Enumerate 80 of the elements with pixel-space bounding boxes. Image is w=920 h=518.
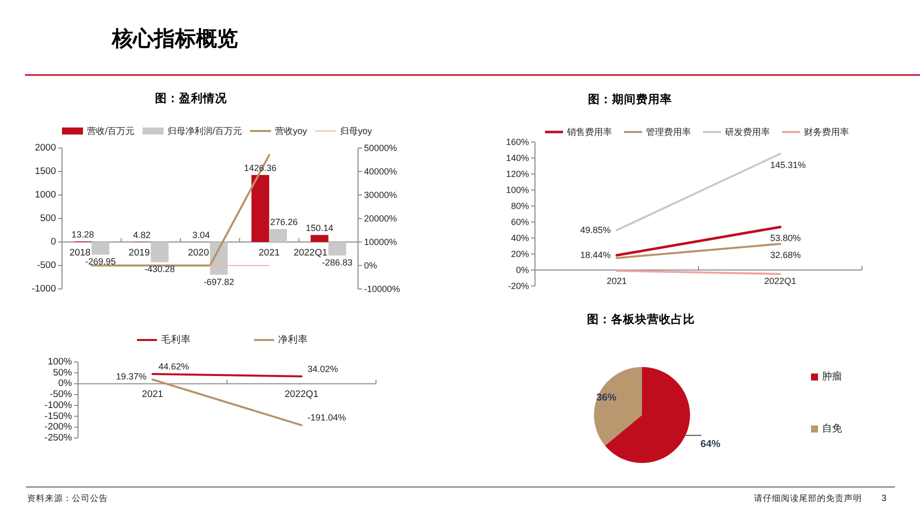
title: 图：期间费用率 [588,94,672,106]
y-tick-label: 500 [40,213,56,224]
legend-label: 自免 [822,424,842,434]
y-tick-label: -150% [44,410,72,422]
y-tick-label: -250% [44,432,72,444]
y2-tick-label: -10000% [364,284,400,294]
y2-tick-label: 10000% [364,237,398,247]
legend-label: 净利率 [278,334,308,346]
y-tick-label: 160% [506,137,529,147]
legend-label: 研发费用率 [725,127,770,137]
title: 图：盈利情况 [155,93,227,105]
y-tick-label: 1000 [34,190,56,200]
y-tick-label: 60% [510,217,529,227]
y2-tick-label: 50000% [364,143,398,153]
x-tick-label: 2022Q1 [284,389,318,400]
legend-label: 营收yoy [275,126,308,136]
legend-label: 归母yoy [340,126,372,136]
y-tick-label: 40% [510,233,529,243]
annotation: 3 [882,493,886,503]
x-tick-label: 2022Q1 [294,248,328,258]
y-tick-label: 0% [58,378,72,390]
data-label: 145.31% [770,160,806,170]
data-label: 36% [596,392,616,404]
data-label: 64% [700,438,720,450]
data-label: 18.44% [580,250,611,260]
y-tick-label: 120% [506,169,529,179]
title: 核心指标概览 [112,28,238,50]
legend-label: 管理费用率 [646,127,691,137]
annotation: 请仔细阅读尾部的免责声明 [754,493,862,503]
data-label: 4.82 [133,230,151,240]
x-tick-label: 2021 [258,248,280,258]
y-tick-label: -500 [36,260,56,271]
data-label: -697.82 [204,276,234,287]
y-tick-label: 20% [510,249,529,259]
data-label: 13.28 [71,229,94,240]
x-tick-label: 2021 [606,276,627,286]
legend-label: 归母净利润/百万元 [168,126,242,136]
y-tick-label: 2000 [34,142,56,154]
data-label: 3.04 [192,230,210,240]
data-label: 49.85% [580,225,611,236]
y-tick-label: 0 [50,236,56,248]
data-label: -430.28 [144,264,175,274]
y-tick-label: 50% [52,367,72,378]
data-label: 44.62% [158,362,190,372]
data-label: -286.83 [322,257,353,268]
y2-tick-label: 20000% [364,214,398,224]
x-tick-label: 2019 [128,248,150,258]
y-tick-label: 100% [48,356,72,368]
title: 图：各板块营收占比 [587,314,695,326]
x-tick-label: 2022Q1 [764,276,796,286]
legend-label: 毛利率 [161,334,191,346]
legend-label: 肿瘤 [822,372,842,382]
y-tick-label: 0% [516,265,529,275]
data-label: -191.04% [308,412,346,423]
data-label: 53.80% [770,232,801,243]
y2-tick-label: 30000% [364,190,398,200]
legend-label: 营收/百万元 [87,126,135,136]
y-tick-label: -20% [508,281,529,291]
y-tick-label: -200% [44,422,72,433]
y2-tick-label: 0% [364,260,378,270]
data-label: 34.02% [308,364,338,374]
x-tick-label: 2021 [142,389,164,400]
data-label: 150.14 [306,222,334,233]
y-tick-label: -100% [44,400,72,411]
y-tick-label: 1500 [34,166,56,177]
y2-tick-label: 40000% [364,166,398,176]
y-tick-label: -1000 [32,284,56,294]
y-tick-label: 100% [506,185,529,195]
x-tick-label: 2020 [188,248,209,258]
legend-label: 销售费用率 [567,127,612,137]
data-label: -269.95 [85,256,116,267]
legend-label: 财务费用率 [804,127,849,137]
y-tick-label: 140% [506,153,529,163]
annotation: 资料来源：公司公告 [27,493,108,503]
y-tick-label: 80% [510,201,529,211]
x-tick-label: 2018 [69,248,91,258]
y-tick-label: -50% [50,389,72,400]
data-label: 32.68% [770,250,801,260]
data-label: 19.37% [116,372,146,382]
data-label: 276.26 [270,217,298,228]
